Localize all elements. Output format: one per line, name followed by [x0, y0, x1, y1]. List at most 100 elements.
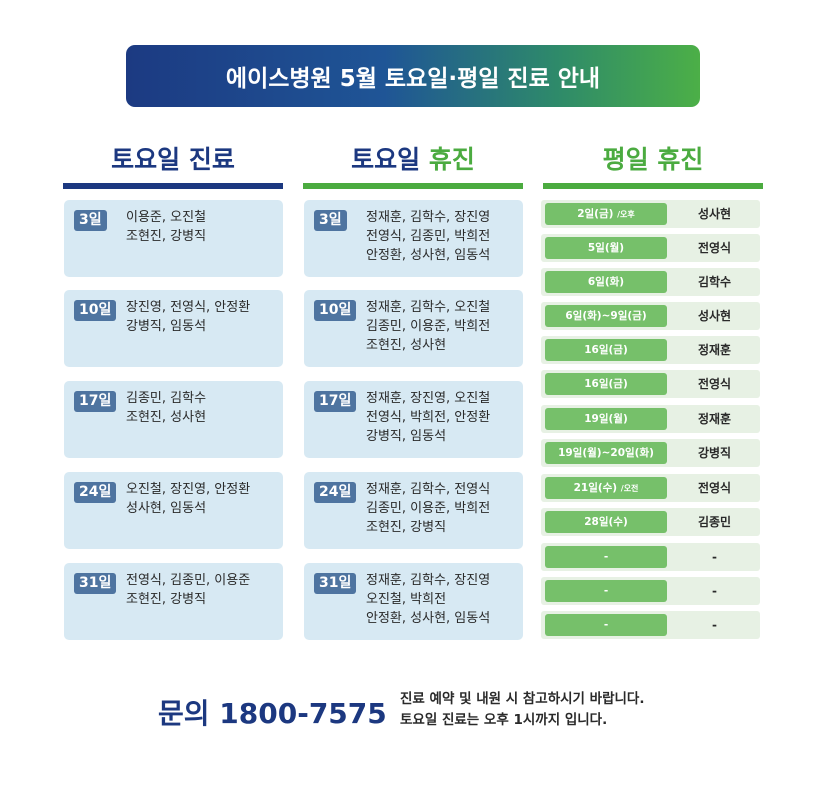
- doctor-names: 전영식, 김종민, 이용준 조현진, 강병직: [126, 571, 276, 609]
- sat-clinic-title-underline: [63, 183, 283, 189]
- date-text: 19일(월): [584, 413, 628, 425]
- doctor-line: 정재훈, 장진영, 오진철: [366, 391, 491, 406]
- weekday-off-title: 평일 휴진: [543, 140, 763, 176]
- doctor-line: 강병직, 임동석: [366, 429, 447, 444]
- date-pill: 28일(수): [545, 511, 667, 533]
- date-text: 21일(수): [573, 482, 618, 494]
- weekday-off-row: - -: [541, 577, 760, 605]
- day-badge: 24일: [314, 482, 357, 503]
- doctor-names: 정재훈, 김학수, 전영식 김종민, 이용준, 박희전 조현진, 강병직: [366, 480, 516, 537]
- weekday-off-row: 16일(금) 전영식: [541, 370, 760, 398]
- doctor-name: 정재훈: [697, 343, 732, 357]
- doctor-name: 강병직: [697, 446, 732, 460]
- doctor-names: 정재훈, 김학수, 오진철 김종민, 이용준, 박희전 조현진, 성사현: [366, 298, 516, 355]
- sat-off-title-accent: 휴진: [428, 145, 475, 174]
- doctor-line: 안정환, 성사현, 임동석: [366, 248, 491, 263]
- weekday-off-row: 16일(금) 정재훈: [541, 336, 760, 364]
- date-text: -: [603, 585, 609, 597]
- day-badge: 3일: [74, 210, 107, 231]
- sat-off-title: 토요일 휴진: [303, 140, 523, 176]
- doctor-line: 정재훈, 김학수, 장진영: [366, 573, 491, 588]
- sat-off-title-underline: [303, 183, 523, 189]
- footer-note-line: 토요일 진료는 오후 1시까지 입니다.: [400, 712, 608, 728]
- doctor-names: 정재훈, 장진영, 오진철 전영식, 박희전, 안정환 강병직, 임동석: [366, 389, 516, 446]
- date-text: 16일(금): [584, 378, 628, 390]
- doctor-name: -: [712, 550, 717, 564]
- doctor-names: 장진영, 전영식, 안정환 강병직, 임동석: [126, 298, 276, 336]
- weekday-off-row: 6일(화) 김학수: [541, 268, 760, 296]
- doctor-names: 이용준, 오진철 조현진, 강병직: [126, 208, 276, 246]
- doctor-name: 전영식: [697, 377, 732, 391]
- doctor-line: 조현진, 성사현: [366, 338, 447, 353]
- sat-clinic-card: 17일 김종민, 김학수 조현진, 성사현: [64, 381, 283, 458]
- date-text: -: [603, 619, 609, 631]
- doctor-line: 김종민, 이용준, 박희전: [366, 501, 491, 516]
- doctor-line: 조현진, 성사현: [126, 410, 207, 425]
- weekday-off-title-text: 평일 휴진: [602, 145, 704, 174]
- weekday-off-row: - -: [541, 543, 760, 571]
- doctor-line: 안정환, 성사현, 임동석: [366, 611, 491, 626]
- date-pill: 6일(화): [545, 271, 667, 293]
- doctor-line: 김종민, 김학수: [126, 391, 207, 406]
- sat-clinic-title-text: 토요일 진료: [111, 145, 235, 174]
- doctor-line: 김종민, 이용준, 박희전: [366, 319, 491, 334]
- date-text: 6일(화): [587, 276, 625, 288]
- doctor-line: 이용준, 오진철: [126, 210, 207, 225]
- date-text: 6일(화)~9일(금): [565, 310, 647, 322]
- weekday-off-title-underline: [543, 183, 763, 189]
- doctor-line: 정재훈, 김학수, 장진영: [366, 210, 491, 225]
- date-text: 5일(월): [587, 242, 625, 254]
- weekday-off-row: 19일(월) 정재훈: [541, 405, 760, 433]
- date-pill: -: [545, 614, 667, 636]
- date-pill: 2일(금) /오후: [545, 203, 667, 225]
- date-text: 2일(금): [577, 208, 614, 220]
- day-badge: 31일: [314, 573, 357, 594]
- sat-off-card: 31일 정재훈, 김학수, 장진영 오진철, 박희전 안정환, 성사현, 임동석: [304, 563, 523, 640]
- doctor-names: 정재훈, 김학수, 장진영 전영식, 김종민, 박희전 안정환, 성사현, 임동…: [366, 208, 516, 265]
- doctor-line: 조현진, 강병직: [366, 520, 447, 535]
- date-text: 19일(월)~20일(화): [558, 447, 654, 459]
- sat-clinic-card: 3일 이용준, 오진철 조현진, 강병직: [64, 200, 283, 277]
- weekday-off-row: 28일(수) 김종민: [541, 508, 760, 536]
- page-title-banner: 에이스병원 5월 토요일·평일 진료 안내: [126, 45, 700, 107]
- doctor-name: 전영식: [697, 241, 732, 255]
- doctor-names: 정재훈, 김학수, 장진영 오진철, 박희전 안정환, 성사현, 임동석: [366, 571, 516, 628]
- doctor-name: 김학수: [697, 275, 732, 289]
- doctor-names: 오진철, 장진영, 안정환 성사현, 임동석: [126, 480, 276, 518]
- sat-off-card: 3일 정재훈, 김학수, 장진영 전영식, 김종민, 박희전 안정환, 성사현,…: [304, 200, 523, 277]
- day-badge: 24일: [74, 482, 117, 503]
- date-text: 28일(수): [584, 516, 628, 528]
- sat-off-card: 10일 정재훈, 김학수, 오진철 김종민, 이용준, 박희전 조현진, 성사현: [304, 290, 523, 367]
- doctor-name: 성사현: [697, 207, 732, 221]
- day-badge: 10일: [314, 300, 357, 321]
- day-badge: 3일: [314, 210, 347, 231]
- day-badge: 17일: [74, 391, 117, 412]
- date-note: /오전: [620, 484, 639, 493]
- date-pill: 16일(금): [545, 373, 667, 395]
- sat-clinic-title: 토요일 진료: [63, 140, 283, 176]
- sat-off-title-prefix: 토요일: [351, 145, 421, 174]
- date-pill: -: [545, 546, 667, 568]
- date-pill: -: [545, 580, 667, 602]
- date-pill: 16일(금): [545, 339, 667, 361]
- doctor-line: 성사현, 임동석: [126, 501, 207, 516]
- doctor-line: 강병직, 임동석: [126, 319, 207, 334]
- doctor-name: -: [712, 618, 717, 632]
- day-badge: 17일: [314, 391, 357, 412]
- contact-phone: 문의 1800-7575: [158, 697, 387, 730]
- doctor-line: 장진영, 전영식, 안정환: [126, 300, 251, 315]
- weekday-off-row: - -: [541, 611, 760, 639]
- doctor-line: 오진철, 박희전: [366, 592, 447, 607]
- weekday-off-row: 6일(화)~9일(금) 성사현: [541, 302, 760, 330]
- weekday-off-row: 2일(금) /오후 성사현: [541, 200, 760, 228]
- doctor-name: 성사현: [697, 309, 732, 323]
- doctor-name: 전영식: [697, 481, 732, 495]
- doctor-line: 전영식, 박희전, 안정환: [366, 410, 491, 425]
- footer-note: 진료 예약 및 내원 시 참고하시기 바랍니다. 토요일 진료는 오후 1시까지…: [400, 689, 644, 731]
- weekday-off-row: 21일(수) /오전 전영식: [541, 474, 760, 502]
- date-pill: 19일(월)~20일(화): [545, 442, 667, 464]
- weekday-off-row: 5일(월) 전영식: [541, 234, 760, 262]
- doctor-line: 정재훈, 김학수, 오진철: [366, 300, 491, 315]
- date-pill: 6일(화)~9일(금): [545, 305, 667, 327]
- footer-note-line: 진료 예약 및 내원 시 참고하시기 바랍니다.: [400, 691, 645, 707]
